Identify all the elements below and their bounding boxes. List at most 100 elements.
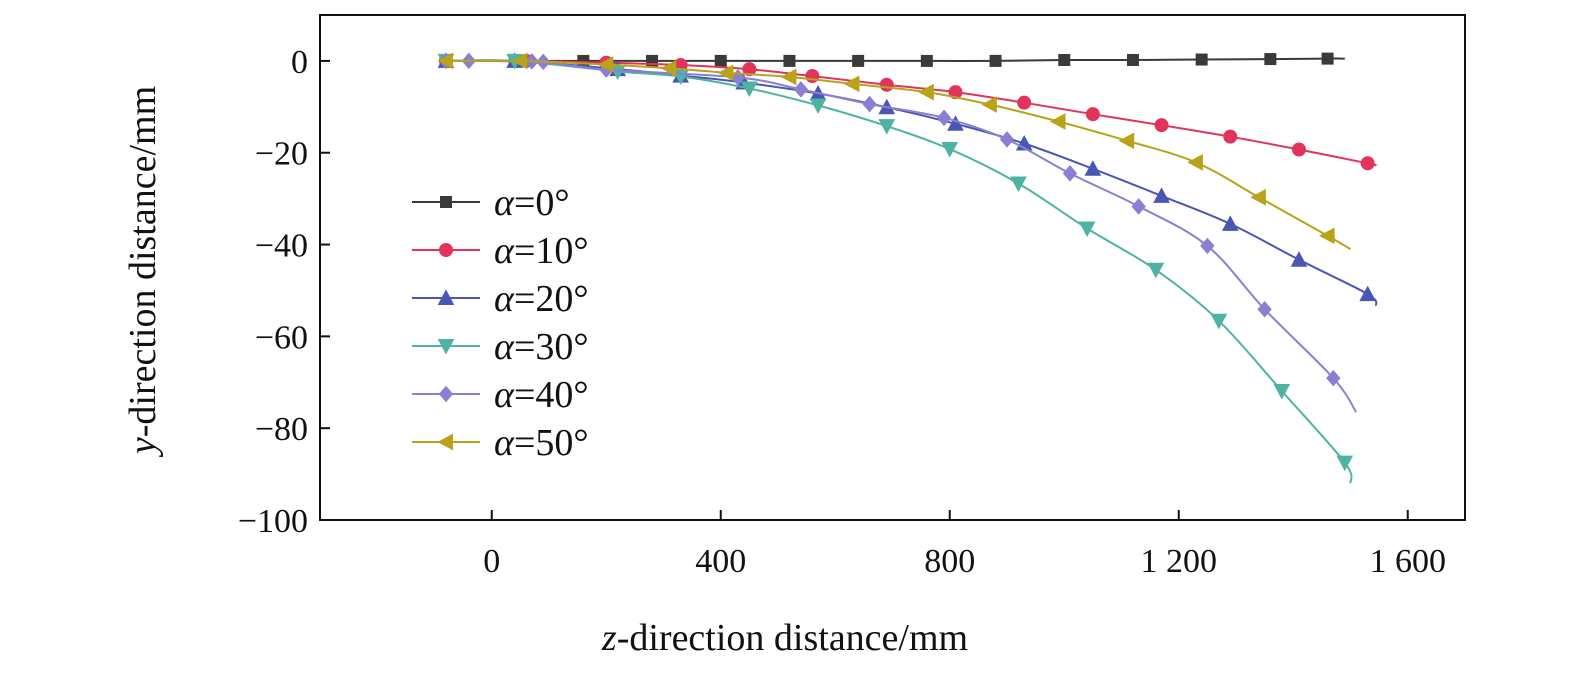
y-axis-title-rest: -direction distance/mm <box>122 86 164 437</box>
data-point <box>1291 142 1306 157</box>
data-point <box>1049 113 1066 130</box>
legend-item-2: α=20° <box>412 278 589 320</box>
x-axis-title-rest: -direction distance/mm <box>617 617 968 659</box>
data-point <box>1200 237 1215 255</box>
legend-item-0: α=0° <box>412 182 570 224</box>
data-point <box>918 83 934 101</box>
legend-item-4: α=40° <box>412 374 589 416</box>
data-point <box>780 68 797 86</box>
data-point <box>437 52 453 70</box>
data-point <box>1321 52 1334 65</box>
y-tick-label: −100 <box>238 503 308 540</box>
x-tick-label: 1 600 <box>1370 543 1447 580</box>
legend-marker <box>437 339 455 355</box>
data-point <box>597 56 614 73</box>
data-point <box>1223 129 1238 144</box>
y-tick-label: 0 <box>291 44 308 81</box>
data-point <box>1273 383 1291 400</box>
legend-item-1: α=10° <box>412 230 589 272</box>
data-point <box>947 115 964 131</box>
data-point <box>936 109 952 127</box>
data-point <box>920 54 933 67</box>
data-point <box>1153 187 1170 203</box>
data-point <box>1126 53 1139 66</box>
y-tick-label: −60 <box>255 319 308 356</box>
data-point <box>1010 176 1027 193</box>
data-point <box>1017 95 1032 110</box>
y-tick-label: −40 <box>255 228 308 265</box>
legend-marker <box>440 196 452 208</box>
data-point <box>981 96 997 113</box>
data-point <box>1195 53 1208 66</box>
data-point <box>1360 156 1375 171</box>
legend-label-var: α <box>494 374 515 416</box>
legend-label-var: α <box>494 182 515 224</box>
x-tick-label: 1 200 <box>1141 543 1218 580</box>
data-point <box>577 54 590 67</box>
data-point <box>1264 53 1277 66</box>
data-point <box>1187 154 1203 171</box>
legend-label-value: =30° <box>514 326 589 368</box>
data-point <box>878 119 896 135</box>
legend-label-value: =20° <box>514 278 589 320</box>
data-point <box>852 54 865 67</box>
legend-label: α=20° <box>494 278 589 320</box>
data-point <box>1154 118 1169 133</box>
x-tick-label: 0 <box>483 543 500 580</box>
data-point <box>1319 227 1335 245</box>
data-point <box>1210 313 1228 330</box>
legend-label: α=40° <box>494 374 589 416</box>
legend-item-3: α=30° <box>412 326 589 368</box>
data-point <box>809 98 827 114</box>
data-point <box>660 59 677 77</box>
x-axis-title-var: z <box>601 617 617 659</box>
data-point <box>1147 262 1165 279</box>
series-line <box>445 59 1352 250</box>
legend-label: α=30° <box>494 326 589 368</box>
legend-item-5: α=50° <box>412 422 589 464</box>
data-point <box>879 77 894 92</box>
data-point <box>1336 455 1354 472</box>
data-point <box>793 81 809 98</box>
data-point <box>1359 285 1377 302</box>
data-point <box>1221 215 1239 231</box>
data-point <box>742 62 757 77</box>
legend: α=0°α=10°α=20°α=30°α=40°α=50° <box>412 182 589 464</box>
legend-label-value: =0° <box>514 182 570 224</box>
data-point <box>1058 53 1071 66</box>
data-point <box>843 75 860 93</box>
data-point <box>714 54 727 67</box>
data-point <box>1118 132 1135 150</box>
y-axis-title: y-direction distance/mm <box>122 86 164 458</box>
data-point <box>1290 251 1308 267</box>
data-point <box>1084 160 1102 176</box>
data-point <box>1085 107 1100 122</box>
data-point <box>783 54 796 67</box>
data-point <box>1250 188 1266 206</box>
data-point <box>941 142 959 158</box>
data-point <box>1257 301 1272 318</box>
legend-marker <box>438 385 454 403</box>
data-point <box>989 54 1002 67</box>
data-point <box>1131 198 1146 215</box>
series-layer <box>437 52 1378 484</box>
y-tick-label: −20 <box>255 136 308 173</box>
legend-label-value: =50° <box>514 422 589 464</box>
legend-marker <box>437 289 455 305</box>
legend-label: α=50° <box>494 422 589 464</box>
x-axis-title: z-direction distance/mm <box>601 617 968 659</box>
x-tick-label: 800 <box>924 543 975 580</box>
legend-label-var: α <box>494 278 515 320</box>
series-5 <box>437 52 1352 250</box>
data-point <box>948 85 963 100</box>
axis-ticks: 0 400 800 1 200 1 600 0 −20 −40 −60 −80 −100 <box>238 44 1446 580</box>
legend-label-value: =10° <box>514 230 589 272</box>
x-tick-label: 400 <box>695 543 746 580</box>
legend-label-var: α <box>494 230 515 272</box>
legend-label: α=10° <box>494 230 589 272</box>
y-tick-label: −80 <box>255 411 308 448</box>
legend-marker <box>439 243 453 257</box>
legend-label-var: α <box>494 326 515 368</box>
data-point <box>1078 221 1096 238</box>
